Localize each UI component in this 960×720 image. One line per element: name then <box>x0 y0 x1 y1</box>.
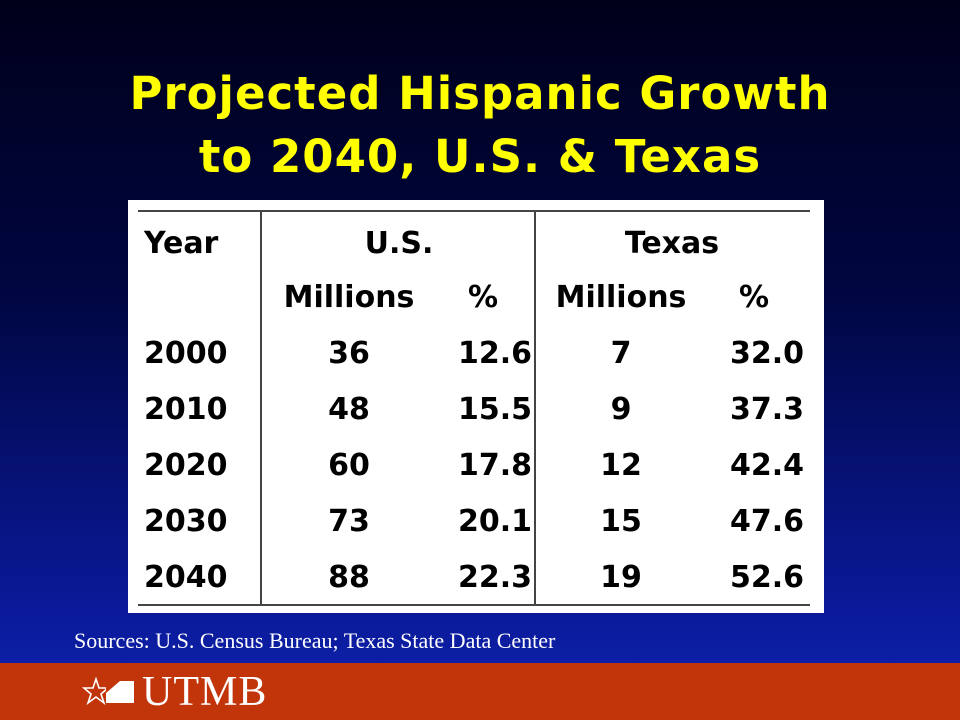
row-us-percent: 15.5 <box>457 392 532 427</box>
data-table: Year U.S. Texas Millions % Millions % 20… <box>128 200 824 613</box>
row-year: 2000 <box>144 336 228 371</box>
utmb-logo: UTMB <box>82 671 267 713</box>
slide-title: Projected Hispanic Growth to 2040, U.S. … <box>0 62 960 188</box>
row-us-millions: 48 <box>328 392 370 427</box>
header-us-millions: Millions <box>283 280 415 315</box>
row-us-percent: 22.3 <box>457 560 532 595</box>
source-note: Sources: U.S. Census Bureau; Texas State… <box>74 628 556 653</box>
row-us-millions: 36 <box>328 336 370 371</box>
row-us-millions: 60 <box>328 448 370 483</box>
row-texas-millions: 19 <box>600 560 642 595</box>
star-flag-logo-icon <box>82 676 134 706</box>
row-texas-percent: 52.6 <box>729 560 804 595</box>
row-texas-percent: 32.0 <box>729 336 804 371</box>
slide-title-line-2: to 2040, U.S. & Texas <box>198 130 762 183</box>
row-us-millions: 73 <box>328 504 370 539</box>
column-divider <box>534 212 536 604</box>
row-year: 2010 <box>144 392 228 427</box>
header-texas-percent: % <box>738 280 770 315</box>
row-texas-percent: 47.6 <box>729 504 804 539</box>
row-texas-millions: 12 <box>600 448 642 483</box>
row-year: 2040 <box>144 560 228 595</box>
header-texas: Texas <box>624 226 720 261</box>
row-texas-millions: 7 <box>610 336 632 371</box>
data-table-grid: Year U.S. Texas Millions % Millions % 20… <box>138 210 810 606</box>
footer-band: UTMB <box>0 663 960 720</box>
row-us-percent: 17.8 <box>457 448 532 483</box>
row-texas-percent: 37.3 <box>729 392 804 427</box>
row-year: 2020 <box>144 448 228 483</box>
slide-title-line-1: Projected Hispanic Growth <box>129 67 831 120</box>
row-texas-millions: 15 <box>600 504 642 539</box>
logo-text: UTMB <box>142 669 268 715</box>
header-us: U.S. <box>364 226 434 261</box>
header-texas-millions: Millions <box>555 280 687 315</box>
row-us-percent: 12.6 <box>457 336 532 371</box>
row-texas-millions: 9 <box>610 392 632 427</box>
row-texas-percent: 42.4 <box>729 448 804 483</box>
column-divider <box>260 212 262 604</box>
header-us-percent: % <box>467 280 499 315</box>
row-year: 2030 <box>144 504 228 539</box>
header-year: Year <box>144 226 219 261</box>
row-us-millions: 88 <box>328 560 370 595</box>
row-us-percent: 20.1 <box>457 504 532 539</box>
